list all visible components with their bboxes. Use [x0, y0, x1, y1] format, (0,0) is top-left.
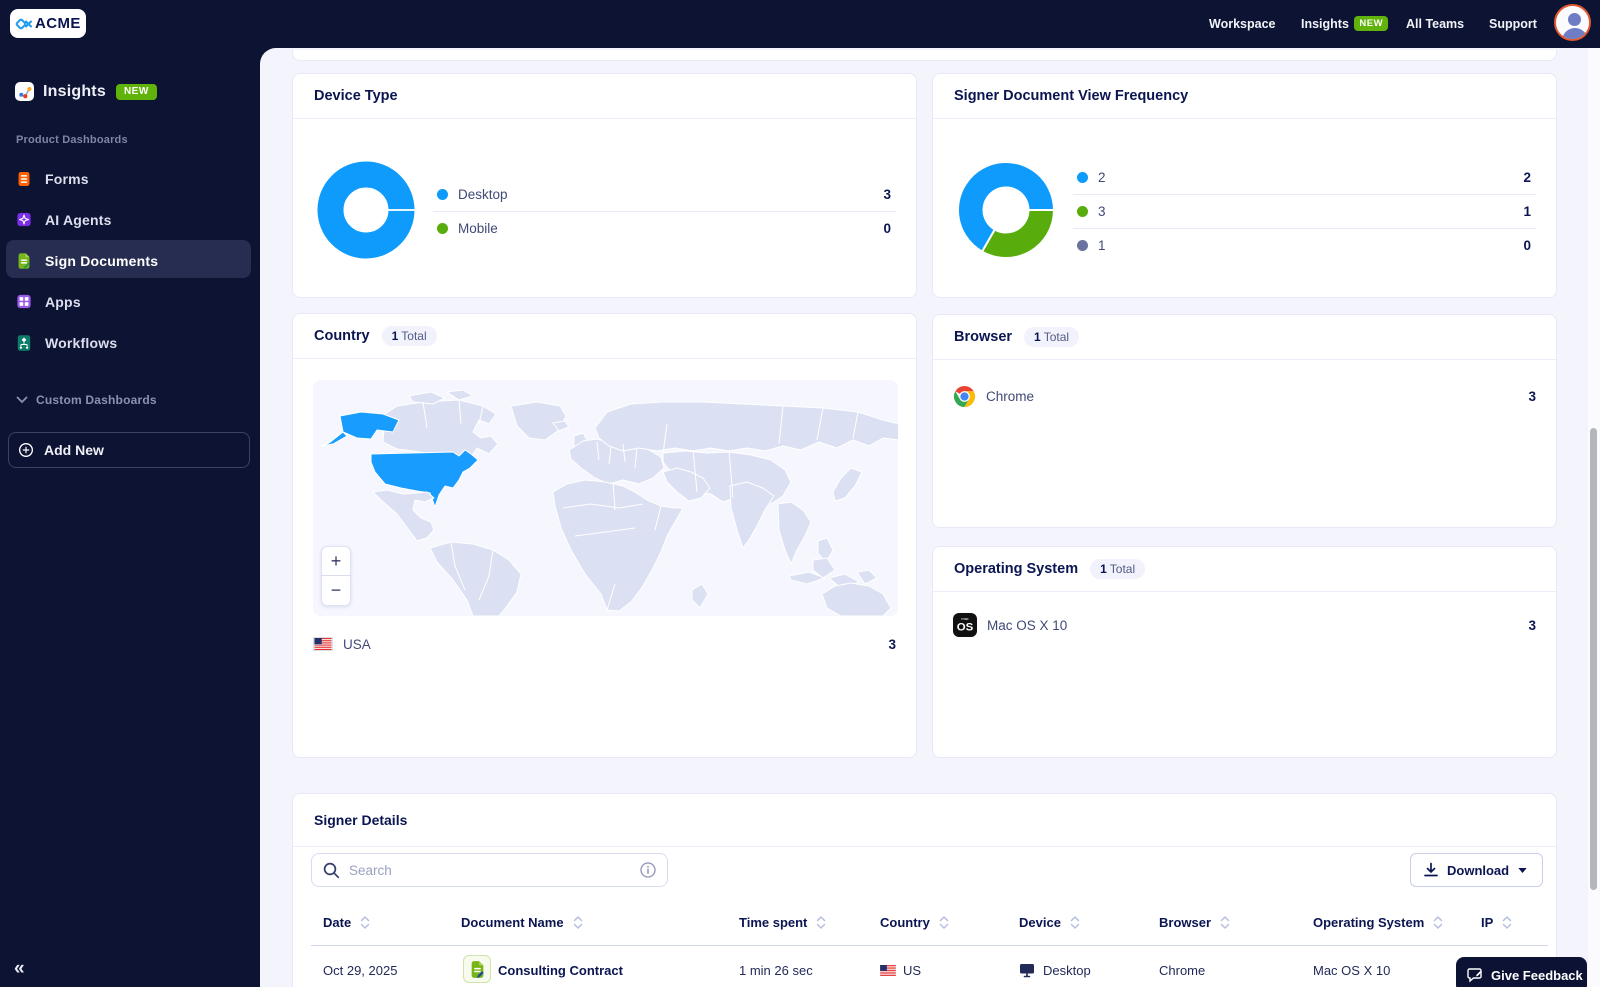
svg-text:OS: OS: [957, 621, 974, 633]
svg-text:mac: mac: [961, 617, 968, 621]
